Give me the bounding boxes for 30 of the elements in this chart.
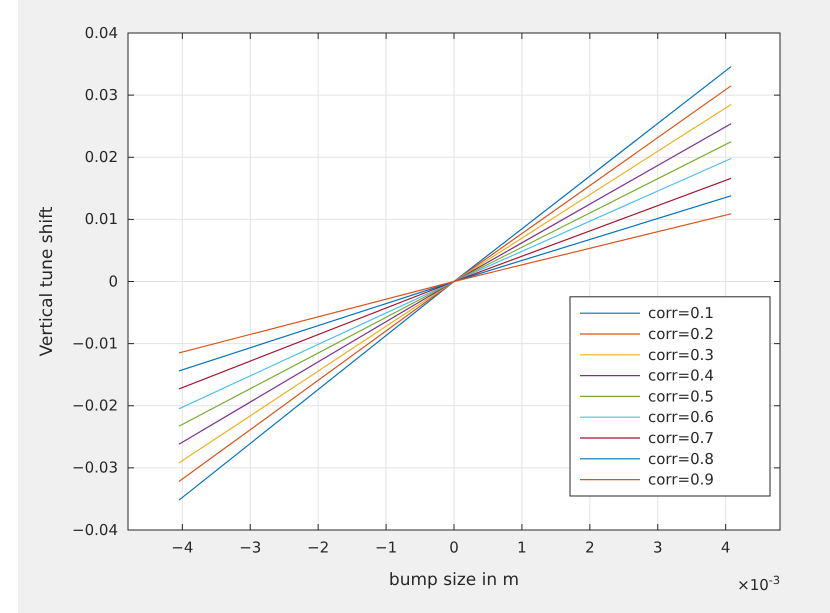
x-tick-label: 3	[652, 538, 663, 557]
x-tick-label: −3	[239, 538, 262, 557]
y-tick-label: −0.03	[72, 458, 118, 477]
x-axis-title: bump size in m	[388, 570, 520, 590]
y-axis-title: Vertical tune shift	[37, 206, 57, 356]
x-tick-label: −2	[307, 538, 330, 557]
legend-label: corr=0.2	[648, 325, 714, 343]
x-tick-label: 0	[449, 538, 459, 557]
x-tick-label: 2	[585, 538, 595, 557]
x-tick-label: −4	[171, 538, 194, 557]
legend-label: corr=0.4	[648, 366, 714, 385]
y-tick-label: 0.02	[84, 148, 118, 166]
legend-label: corr=0.7	[648, 429, 714, 447]
x-tick-label: 1	[517, 538, 527, 557]
y-tick-label: −0.04	[72, 520, 118, 539]
y-tick-label: 0.01	[84, 210, 118, 228]
x-tick-label: 4	[720, 538, 730, 557]
legend-label: corr=0.6	[648, 408, 714, 426]
legend-label: corr=0.5	[648, 387, 714, 406]
y-tick-label: −0.01	[72, 334, 118, 352]
legend-label: corr=0.8	[648, 450, 714, 468]
y-tick-label: 0.04	[84, 24, 118, 42]
legend-label: corr=0.3	[648, 346, 714, 364]
y-tick-label: −0.02	[72, 396, 118, 415]
legend-label: corr=0.1	[648, 304, 714, 322]
legend-label: corr=0.9	[648, 470, 714, 489]
text: ×10$^{-3}$	[737, 574, 780, 594]
y-tick-label: 0.03	[84, 86, 118, 104]
x-tick-label: −1	[375, 538, 398, 557]
y-tick-label: 0	[108, 272, 118, 290]
